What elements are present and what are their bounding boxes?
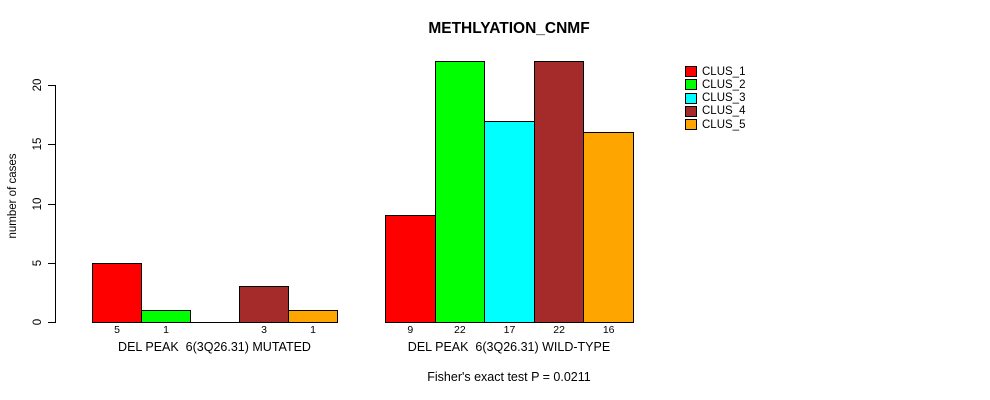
bar-clus_4 bbox=[239, 286, 289, 323]
bar-value-label: 3 bbox=[261, 324, 267, 336]
bar-value-label: 17 bbox=[503, 324, 516, 336]
y-tick-mark bbox=[48, 322, 55, 323]
chart-title: METHLYATION_CNMF bbox=[428, 20, 590, 37]
y-tick-mark bbox=[48, 262, 55, 264]
y-axis-line bbox=[55, 85, 56, 323]
legend-swatch-clus_2 bbox=[685, 79, 697, 91]
bar-value-label: 9 bbox=[407, 324, 414, 336]
legend-swatch-clus_1 bbox=[685, 66, 697, 77]
legend-label-clus_4: CLUS_4 bbox=[702, 105, 746, 118]
y-tick-label: 0 bbox=[32, 318, 44, 326]
bar-clus_4 bbox=[533, 61, 585, 323]
legend-swatch-clus_3 bbox=[685, 92, 697, 104]
y-tick-label: 20 bbox=[32, 78, 44, 92]
legend-swatch-clus_4 bbox=[685, 105, 697, 117]
bar-value-label: 5 bbox=[114, 324, 120, 336]
bar-clus_3 bbox=[484, 120, 535, 323]
legend-label-clus_1: CLUS_1 bbox=[702, 65, 746, 78]
bar-value-label: 22 bbox=[553, 324, 565, 336]
bar-clus_1 bbox=[385, 215, 436, 323]
legend-swatch-clus_5 bbox=[685, 119, 697, 131]
legend-label-clus_3: CLUS_3 bbox=[702, 92, 746, 105]
fisher-test-annotation: Fisher's exact test P = 0.0211 bbox=[427, 370, 591, 384]
y-tick-mark bbox=[48, 203, 55, 205]
y-axis-title: number of cases bbox=[7, 153, 19, 239]
x-category-label: DEL PEAK 6(3Q26.31) WILD-TYPE bbox=[407, 340, 611, 354]
y-tick-mark bbox=[48, 144, 55, 146]
y-tick-label: 5 bbox=[32, 259, 44, 266]
bar-clus_3-zero bbox=[190, 322, 240, 323]
bar-value-label: 1 bbox=[163, 324, 169, 336]
bar-value-label: 16 bbox=[602, 324, 615, 336]
bar-clus_1 bbox=[92, 262, 142, 323]
bar-value-label: 1 bbox=[310, 324, 316, 336]
legend-label-clus_5: CLUS_5 bbox=[702, 118, 746, 131]
y-tick-mark bbox=[48, 85, 55, 86]
bar-clus_2 bbox=[141, 310, 191, 323]
y-tick-label: 15 bbox=[32, 137, 44, 151]
bar-clus_2 bbox=[434, 61, 486, 323]
y-tick-label: 10 bbox=[32, 197, 44, 210]
bar-value-label: 22 bbox=[454, 324, 466, 336]
x-category-label: DEL PEAK 6(3Q26.31) MUTATED bbox=[118, 340, 311, 354]
legend-label-clus_2: CLUS_2 bbox=[702, 78, 746, 91]
bar-clus_5 bbox=[583, 132, 634, 323]
bar-clus_5 bbox=[288, 310, 338, 323]
